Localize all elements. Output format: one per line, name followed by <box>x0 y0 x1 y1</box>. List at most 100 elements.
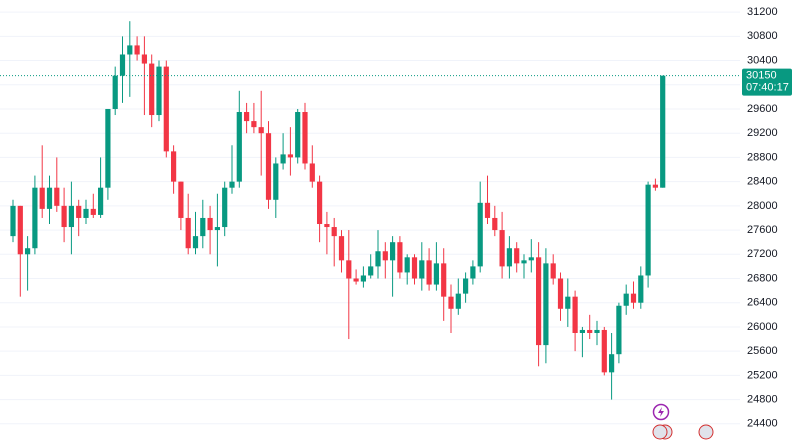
candle-body <box>163 66 169 152</box>
candle-body <box>185 217 191 249</box>
candle-body <box>346 260 352 279</box>
candle-body <box>98 187 104 215</box>
candle-body <box>119 54 126 76</box>
candle-body <box>222 187 228 228</box>
candle-body <box>638 275 644 303</box>
y-tick-label: 24400 <box>747 418 778 430</box>
candle-body <box>295 112 301 158</box>
candle-body <box>455 293 461 309</box>
candle-body <box>90 208 96 215</box>
y-tick-label: 30800 <box>747 30 778 42</box>
y-tick-label: 27200 <box>747 248 778 260</box>
candle-body <box>236 112 242 182</box>
candle-body <box>10 205 16 237</box>
candle-body <box>484 202 491 218</box>
candle-body <box>68 205 74 228</box>
candle-body <box>594 329 600 333</box>
candle-body <box>514 248 520 264</box>
candle-body <box>390 242 396 261</box>
candle-body <box>521 260 527 264</box>
candle-body <box>506 248 512 267</box>
candle-body <box>39 187 45 209</box>
y-tick-label: 24800 <box>747 393 778 405</box>
candle-body <box>265 133 272 200</box>
candle-body <box>601 329 607 373</box>
candle-body <box>54 187 60 206</box>
candle-body <box>433 263 439 285</box>
candle-body <box>32 187 38 249</box>
candle-body <box>470 266 476 279</box>
candle-body <box>324 224 330 228</box>
candle-body <box>353 278 359 282</box>
y-tick-label: 28800 <box>747 151 778 163</box>
candle-body <box>83 208 89 218</box>
candle-body <box>579 329 585 333</box>
candle-body <box>338 236 345 261</box>
lightning <box>658 407 664 417</box>
candle-body <box>141 54 147 64</box>
candle-body <box>178 181 184 218</box>
candle-body <box>127 45 133 55</box>
event-icons <box>652 403 714 440</box>
candle-body <box>156 66 162 116</box>
candle-body <box>419 260 425 279</box>
candle-body <box>463 278 469 294</box>
candle-body <box>528 257 534 261</box>
candle-body <box>645 184 651 276</box>
y-tick-label: 28000 <box>747 200 778 212</box>
y-tick-label: 28400 <box>747 176 778 188</box>
candle-body <box>660 75 666 188</box>
candle-body <box>229 181 235 188</box>
countdown: 07:40:17 <box>746 82 789 94</box>
candle-body <box>331 227 337 237</box>
candle-body <box>565 296 571 309</box>
candle-body <box>550 263 556 279</box>
candle-body <box>382 251 388 261</box>
y-tick-label: 25600 <box>747 345 778 357</box>
y-tick-label: 25200 <box>747 369 778 381</box>
candle-body <box>368 266 374 276</box>
flag-icon[interactable] <box>698 424 714 440</box>
candle-body <box>46 187 53 209</box>
candle-body <box>536 257 542 346</box>
candle-body <box>587 329 593 333</box>
candle-body <box>258 127 264 134</box>
flag-icon[interactable] <box>652 424 668 440</box>
candle-body <box>543 263 549 346</box>
candle-body <box>499 230 505 267</box>
candle-body <box>280 154 286 164</box>
candle-body <box>557 278 564 309</box>
candle-body <box>426 260 432 285</box>
candle-body <box>448 296 454 309</box>
candle-body <box>441 263 447 297</box>
candle-body <box>652 184 658 188</box>
badge-bg <box>742 68 792 96</box>
candle-body <box>207 217 213 231</box>
candle-body <box>251 121 257 128</box>
candle-body <box>61 205 67 228</box>
candle-body <box>200 217 206 237</box>
candle-body <box>214 227 220 231</box>
y-tick-label: 29200 <box>747 127 778 139</box>
candle-body <box>112 75 118 109</box>
y-tick-label: 31200 <box>747 6 778 18</box>
candle-body <box>404 257 410 273</box>
candle-body <box>25 248 31 255</box>
candle-body <box>375 251 381 267</box>
last-price-label: 30150 <box>746 70 777 82</box>
candle-body <box>623 293 629 306</box>
y-tick-label: 29600 <box>747 103 778 115</box>
candle-body <box>192 236 199 249</box>
candle-body <box>244 112 250 122</box>
candle-body <box>105 108 111 188</box>
candle-body <box>134 45 140 55</box>
plot: 24400 24800 25200 25600 26000 26400 26800 27200… <box>0 6 792 430</box>
candle-body <box>397 242 403 273</box>
candle-body <box>17 205 23 255</box>
candle-body <box>302 112 308 164</box>
candle-body <box>76 205 82 218</box>
candle-body <box>477 202 483 267</box>
y-tick-label: 30400 <box>747 54 778 66</box>
